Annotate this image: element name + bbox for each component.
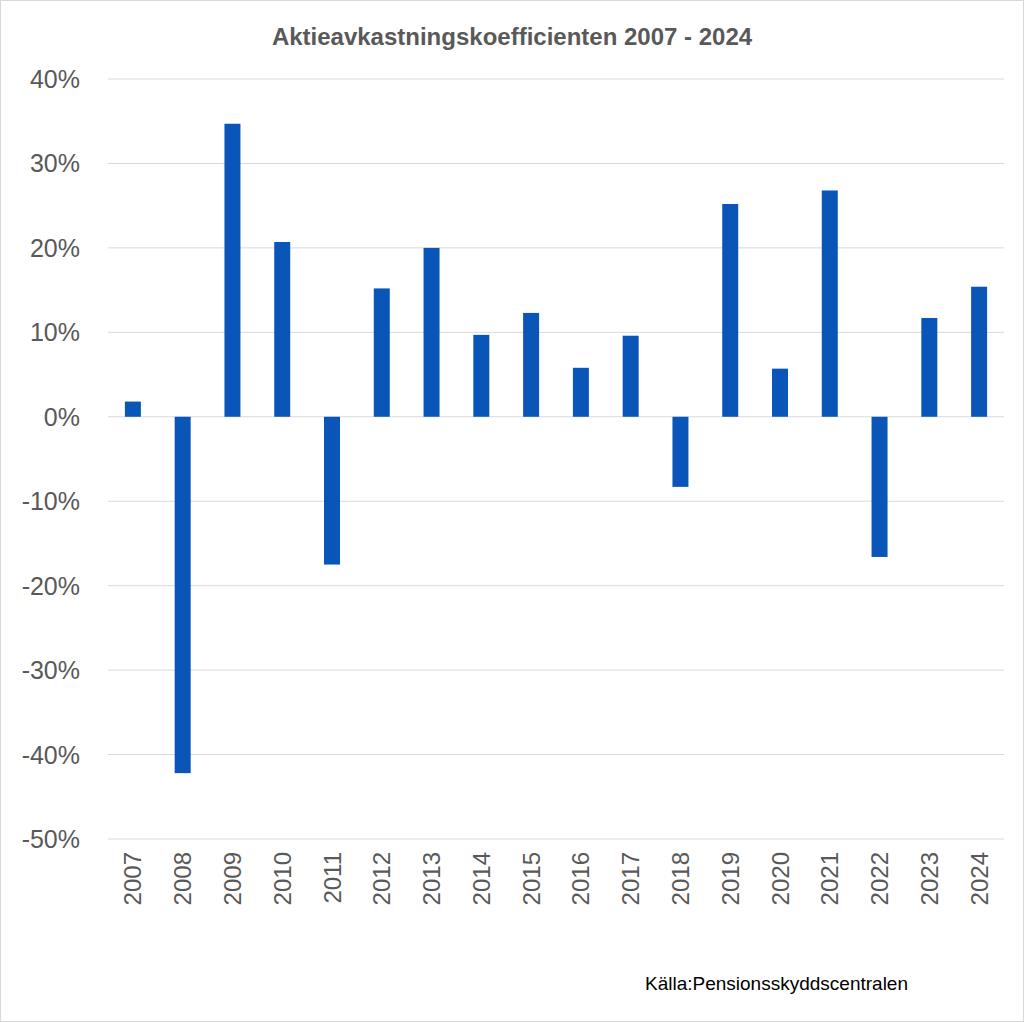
bar	[125, 402, 141, 417]
y-tick-label: -10%	[22, 487, 80, 515]
x-tick-label: 2007	[119, 852, 146, 905]
bar	[672, 417, 688, 487]
y-tick-label: -50%	[22, 825, 80, 853]
title: Aktieavkastningskoefficienten 2007 - 202…	[272, 23, 753, 50]
x-tick-label: 2014	[468, 852, 495, 905]
bar	[772, 369, 788, 417]
y-tick-label: 40%	[30, 65, 80, 93]
grid-line	[108, 670, 1004, 671]
chart: Aktieavkastningskoefficienten 2007 - 202…	[0, 0, 1024, 1022]
y-tick-label: -40%	[22, 741, 80, 769]
grid-line	[108, 416, 1004, 417]
bar	[324, 417, 340, 565]
grid	[108, 79, 1004, 839]
x-tick-label: 2013	[418, 852, 445, 905]
bar	[722, 204, 738, 417]
y-tick-label: 10%	[30, 318, 80, 346]
bar	[424, 248, 440, 417]
grid-line	[108, 79, 1004, 80]
bar	[224, 124, 240, 417]
bars	[125, 124, 987, 773]
grid-line	[108, 754, 1004, 755]
source: Källa:Pensionsskyddscentralen	[645, 973, 908, 994]
bar	[274, 242, 290, 417]
bar	[473, 335, 489, 417]
x-tick-label: 2022	[866, 852, 893, 905]
grid-line	[108, 839, 1004, 840]
grid-line	[108, 501, 1004, 502]
grid-line	[108, 585, 1004, 586]
x-tick-label: 2011	[319, 852, 346, 904]
x-tick-label: 2010	[269, 852, 296, 905]
bar	[623, 336, 639, 417]
grid-line	[108, 163, 1004, 164]
bar	[523, 313, 539, 417]
bar	[822, 190, 838, 416]
y-tick-label: 0%	[44, 403, 80, 431]
y-tick-label: 30%	[30, 149, 80, 177]
x-tick-label: 2023	[916, 852, 943, 905]
x-tick-label: 2021	[816, 852, 843, 905]
x-tick-label: 2024	[966, 852, 993, 905]
bar	[971, 287, 987, 417]
y-tick-label: -20%	[22, 572, 80, 600]
bar	[573, 368, 589, 417]
bar	[374, 288, 390, 416]
bar	[872, 417, 888, 557]
grid-line	[108, 332, 1004, 333]
x-tick-label: 2015	[518, 852, 545, 905]
y-tick-label: 20%	[30, 234, 80, 262]
x-tick-label: 2018	[667, 852, 694, 905]
x-tick-label: 2020	[767, 852, 794, 905]
x-tick-label: 2009	[219, 852, 246, 905]
bar	[175, 417, 191, 773]
y-tick-label: -30%	[22, 656, 80, 684]
x-tick-label: 2019	[717, 852, 744, 905]
grid-line	[108, 247, 1004, 248]
bar	[921, 318, 937, 417]
x-tick-label: 2012	[368, 852, 395, 905]
x-tick-label: 2017	[617, 852, 644, 905]
x-tick-label: 2008	[169, 852, 196, 905]
x-tick-label: 2016	[567, 852, 594, 905]
chart-border	[1, 1, 1024, 1022]
